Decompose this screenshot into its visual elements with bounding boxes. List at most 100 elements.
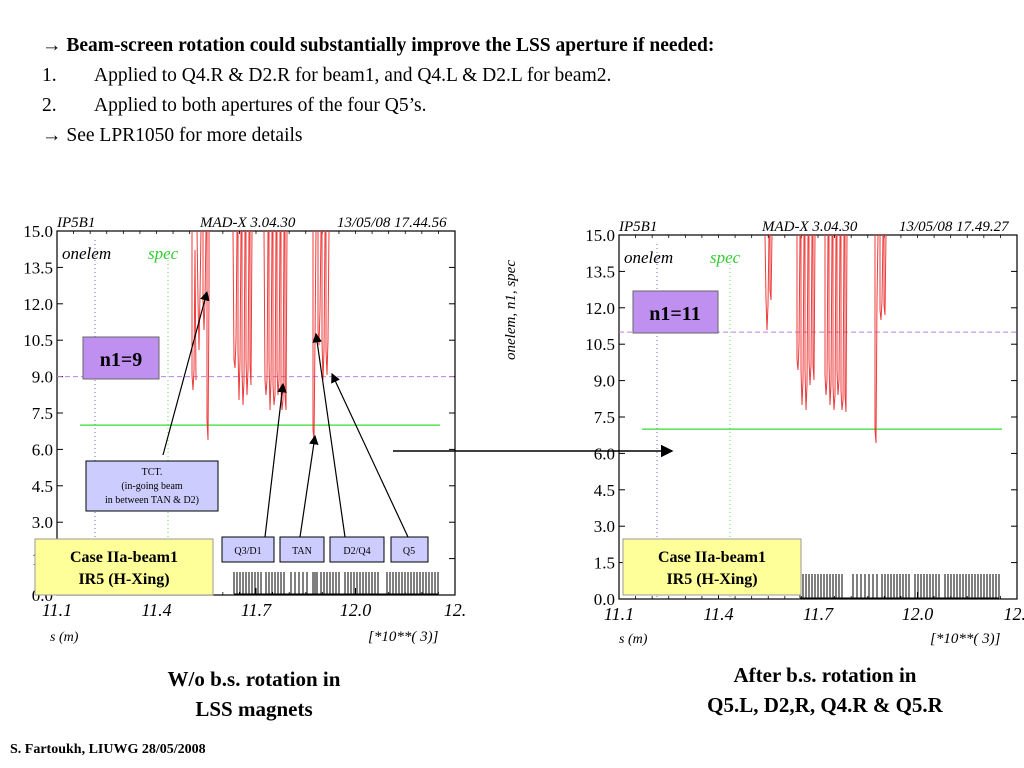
x-tick-label: 11.4 [703,604,733,624]
left-y-axis-label: onelem, n1, spec [503,260,519,360]
x-tick-label: 11.1 [42,600,72,620]
n1-box-left: n1=9 [82,336,160,380]
y-tick-label: 7.5 [32,404,53,423]
left-plot-madx-label: MAD-X 3.04.30 [199,215,296,231]
left-plot-ip-label: IP5B1 [56,215,95,231]
x-tick-label: 12. [444,600,467,620]
y-tick-label: 4.5 [594,481,615,500]
q3d1-arrow [264,382,287,538]
case-box-right: Case IIa-beam1 IR5 (H-Xing) [622,538,802,596]
case-right-line-2: IR5 (H-Xing) [666,571,757,588]
header-line-4-text: See LPR1050 for more details [66,125,303,146]
tag-box-q3d1 [221,536,275,563]
header-line-1: → Beam-screen rotation could substantial… [42,31,714,61]
left-x-scale-label: [*10**( 3)] [368,629,439,645]
right-aperture-curves [764,234,887,444]
y-tick-label: 4.5 [32,477,53,496]
tag-boxes: Q3/D1 TAN D2/Q4 Q5 [221,536,429,563]
footer-credit: S. Fartoukh, LIUWG 28/05/2008 [10,742,206,757]
y-tick-label: 1.5 [594,554,615,573]
y-tick-label: 10.5 [585,335,615,354]
n1-label-right: n1=11 [649,303,700,325]
caption-right: After b.s. rotation in Q5.L, D2,R, Q4.R … [640,660,1010,720]
caption-right-line-1: After b.s. rotation in [733,663,917,687]
tct-line-1: TCT. [142,467,163,478]
y-tick-label: 6.0 [32,440,53,459]
caption-left-line-1: W/o b.s. rotation in [167,667,341,691]
x-tick-label: 11.1 [604,604,634,624]
right-x-ticks: 11.1 11.4 11.7 12.0 12.. [604,592,1024,624]
item-number: 1. [42,65,57,86]
case-right-line-1: Case IIa-beam1 [658,549,766,566]
right-beam-element-marks [799,574,1000,599]
left-legend-onelem: onelem [62,244,111,263]
item-text: Applied to both apertures of the four Q5… [94,95,427,116]
right-x-axis-label: s (m) [619,632,648,647]
x-tick-label: 11.4 [141,600,171,620]
tag-q5: Q5 [403,546,415,557]
left-legend-spec: spec [148,244,179,263]
y-tick-label: 9.0 [32,368,53,387]
tct-line-2: (in-going beam [121,481,183,492]
case-left-line-1: Case IIa-beam1 [70,549,178,566]
arrow-icon: → [42,125,62,146]
left-plot-date-label: 13/05/08 17.44.56 [337,215,447,231]
d2q4-arrow [312,332,346,538]
y-tick-label: 12.0 [23,295,53,314]
header-item-1: 1. Applied to Q4.R & D2.R for beam1, and … [42,61,714,91]
tct-box: TCT. (in-going beam in between TAN & D2) [85,460,219,512]
header-bullets: → Beam-screen rotation could substantial… [42,31,714,151]
caption-left: W/o b.s. rotation in LSS magnets [104,664,404,724]
y-tick-label: 0.0 [594,590,615,609]
n1-label-left: n1=9 [100,349,143,371]
case-left-line-2: IR5 (H-Xing) [78,571,169,588]
left-x-ticks: 11.1 11.4 11.7 12.0 12. [42,588,466,620]
callout-arrows [162,290,674,538]
caption-right-line-2: Q5.L, D2,R, Q4.R & Q5.R [707,693,943,717]
item-text: Applied to Q4.R & D2.R for beam1, and Q4… [94,65,612,86]
tag-q3d1: Q3/D1 [234,546,261,557]
header-line-4: → See LPR1050 for more details [42,121,714,151]
header-item-2: 2. Applied to both apertures of the four … [42,91,714,121]
tct-arrow [162,290,210,456]
caption-left-line-2: LSS magnets [195,697,313,721]
case-box-left: Case IIa-beam1 IR5 (H-Xing) [34,538,214,596]
left-aperture-curves [191,230,330,441]
x-tick-label: 12.. [1004,604,1024,624]
tag-box-d2q4 [329,536,385,563]
tag-d2q4: D2/Q4 [343,546,370,557]
header-line-1-text: Beam-screen rotation could substantially… [66,35,715,56]
right-legend-spec: spec [710,248,741,267]
y-tick-label: 15.0 [23,222,53,241]
arrow-icon: → [42,35,62,56]
x-tick-label: 11.7 [803,604,834,624]
y-tick-label: 13.5 [23,258,53,277]
x-tick-label: 12.0 [340,600,372,620]
tag-tan: TAN [292,546,312,557]
tag-box-tan [279,536,325,563]
y-tick-label: 7.5 [594,408,615,427]
y-tick-label: 15.0 [585,226,615,245]
x-tick-label: 11.7 [241,600,272,620]
left-x-axis-label: s (m) [50,630,79,645]
tct-line-3: in between TAN & D2) [105,495,199,506]
right-plot-madx-label: MAD-X 3.04.30 [761,219,858,235]
y-tick-label: 9.0 [594,372,615,391]
n1-box-right: n1=11 [632,290,719,334]
right-legend-onelem: onelem [624,248,673,267]
item-number: 2. [42,95,57,116]
y-tick-label: 3.0 [32,513,53,532]
right-plot-ip-label: IP5B1 [618,219,657,235]
right-y-ticks: 0.0 1.5 3.0 4.5 6.0 7.5 9.0 10.5 12.0 13.5 15.0 [585,226,1017,609]
tag-box-q5 [390,536,429,563]
right-plot: IP5B1 MAD-X 3.04.30 13/05/08 17.49.27 0.… [585,219,1024,647]
y-tick-label: 12.0 [585,299,615,318]
tan-arrow [299,434,319,538]
right-plot-date-label: 13/05/08 17.49.27 [899,219,1010,235]
y-tick-label: 3.0 [594,517,615,536]
y-tick-label: 10.5 [23,331,53,350]
x-tick-label: 12.0 [902,604,934,624]
y-tick-label: 6.0 [594,444,615,463]
left-beam-element-marks [233,572,439,595]
